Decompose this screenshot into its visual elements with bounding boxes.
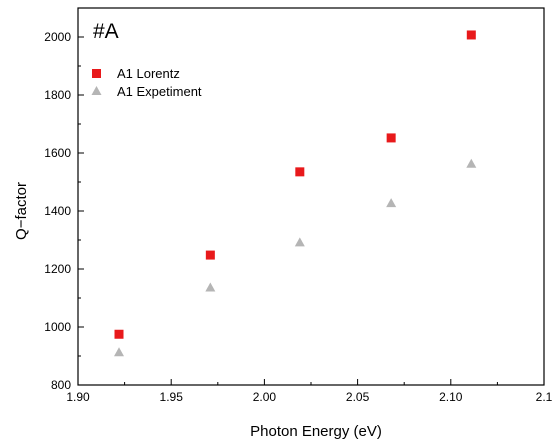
legend-marker-experiment <box>91 86 102 95</box>
experiment-point <box>205 282 216 292</box>
x-tick-label: 2.00 <box>253 390 277 404</box>
y-tick-label: 1200 <box>44 262 71 276</box>
plot-frame <box>77 7 545 386</box>
x-tick-label: 2.10 <box>439 390 463 404</box>
experiment-point <box>114 347 125 357</box>
x-tick-label: 2.05 <box>346 390 370 404</box>
x-axis-title: Photon Energy (eV) <box>250 423 382 440</box>
y-tick-label: 1600 <box>44 146 71 160</box>
experiment-point <box>294 237 305 247</box>
x-tick-label: 1.90 <box>66 390 90 404</box>
lorentz-point <box>205 250 215 260</box>
legend: A1 Lorentz A1 Expetiment <box>91 66 202 99</box>
legend-label-experiment: A1 Expetiment <box>117 84 202 99</box>
experiment-point <box>466 158 477 168</box>
lorentz-point <box>466 30 476 40</box>
legend-label-lorentz: A1 Lorentz <box>117 66 180 81</box>
plot-border <box>77 7 545 386</box>
x-tick-label: 1.95 <box>160 390 184 404</box>
lorentz-point <box>386 133 396 143</box>
legend-marker-lorentz <box>92 69 101 78</box>
y-tick-label: 1000 <box>44 320 71 334</box>
y-axis: 800 1000 1200 1400 1600 1800 2000 <box>44 30 84 392</box>
panel-label: #A <box>93 20 119 43</box>
data-marks <box>114 30 477 357</box>
lorentz-point <box>295 167 305 177</box>
experiment-point <box>386 198 397 208</box>
lorentz-point <box>114 329 124 339</box>
y-axis-title: Q−factor <box>13 182 30 240</box>
x-axis: 1.90 1.95 2.00 2.05 2.10 2.1 <box>66 379 553 404</box>
y-tick-label: 1400 <box>44 204 71 218</box>
x-tick-label: 2.1 <box>536 390 553 404</box>
y-tick-label: 800 <box>51 378 71 392</box>
y-tick-label: 1800 <box>44 88 71 102</box>
y-tick-label: 2000 <box>44 30 71 44</box>
